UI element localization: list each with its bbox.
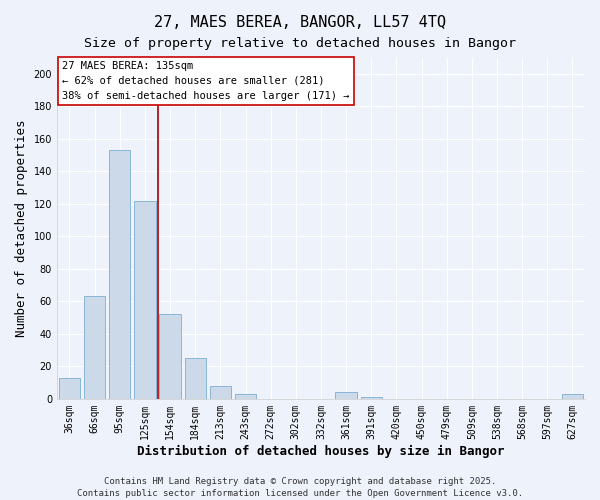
Text: Size of property relative to detached houses in Bangor: Size of property relative to detached ho… <box>84 38 516 51</box>
Bar <box>109 150 130 399</box>
Bar <box>361 397 382 399</box>
Bar <box>209 386 231 399</box>
Bar <box>84 296 106 399</box>
X-axis label: Distribution of detached houses by size in Bangor: Distribution of detached houses by size … <box>137 444 505 458</box>
Y-axis label: Number of detached properties: Number of detached properties <box>15 120 28 337</box>
Text: 27, MAES BEREA, BANGOR, LL57 4TQ: 27, MAES BEREA, BANGOR, LL57 4TQ <box>154 15 446 30</box>
Bar <box>59 378 80 399</box>
Bar <box>134 200 155 399</box>
Bar <box>562 394 583 399</box>
Bar <box>185 358 206 399</box>
Bar <box>235 394 256 399</box>
Text: 27 MAES BEREA: 135sqm
← 62% of detached houses are smaller (281)
38% of semi-det: 27 MAES BEREA: 135sqm ← 62% of detached … <box>62 61 350 100</box>
Text: Contains HM Land Registry data © Crown copyright and database right 2025.
Contai: Contains HM Land Registry data © Crown c… <box>77 476 523 498</box>
Bar <box>160 314 181 399</box>
Bar <box>335 392 357 399</box>
